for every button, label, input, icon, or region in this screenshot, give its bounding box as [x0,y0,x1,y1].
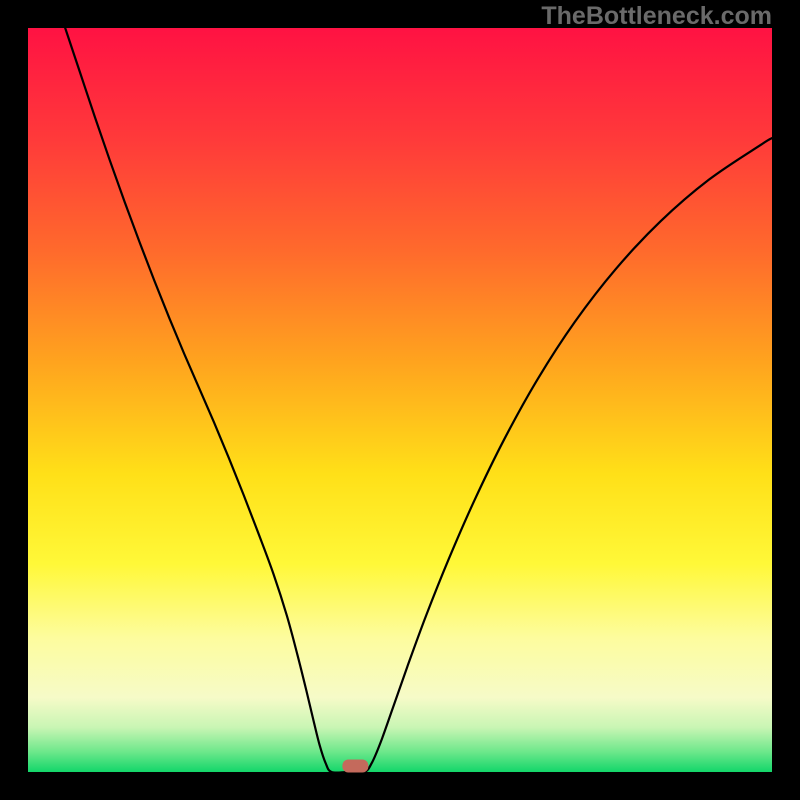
bottleneck-chart [0,0,800,800]
frame: TheBottleneck.com [0,0,800,800]
watermark-text: TheBottleneck.com [541,2,772,31]
optimal-point-marker [342,760,368,773]
plot-background [28,28,772,772]
